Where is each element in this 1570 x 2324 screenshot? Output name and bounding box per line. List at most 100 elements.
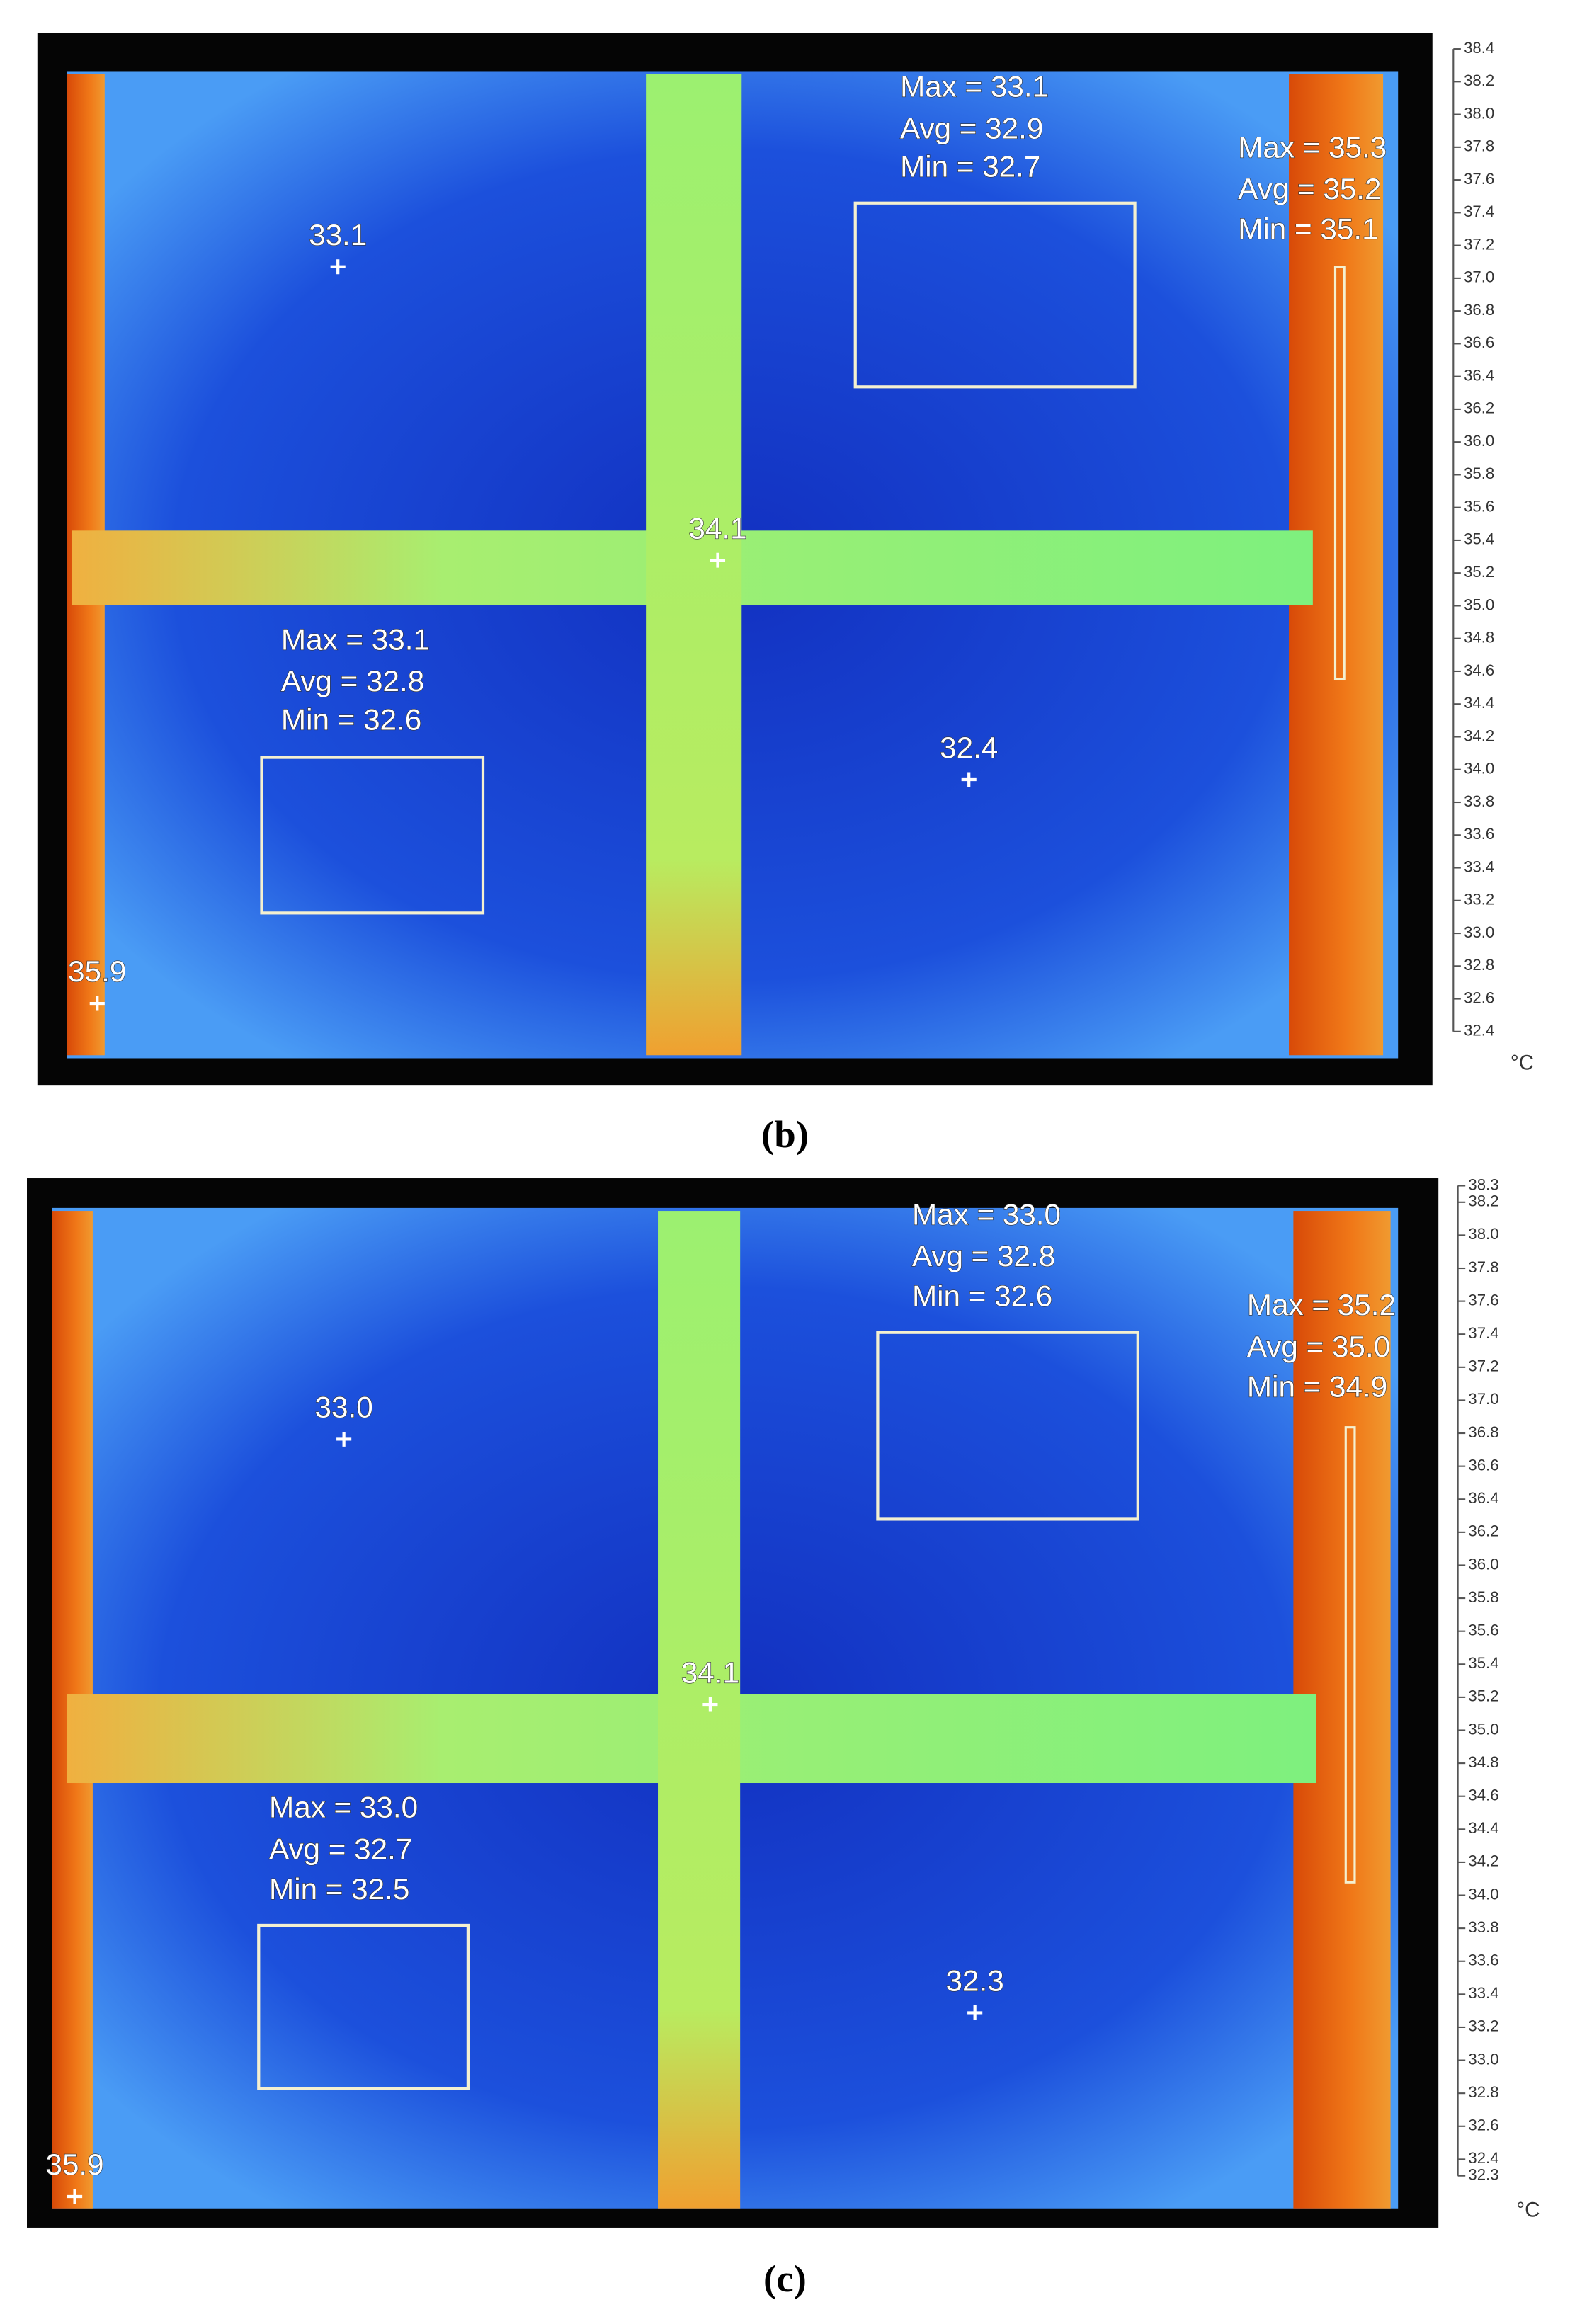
scale-label: 34.4	[1464, 694, 1494, 712]
box-avg: Avg = 32.9	[900, 111, 1043, 144]
scale-label: 33.2	[1468, 2017, 1498, 2035]
scale-label: 37.6	[1468, 1292, 1498, 1309]
box-min: Min = 32.6	[281, 703, 421, 736]
measure-box	[876, 1331, 1139, 1521]
scale-label: 33.8	[1464, 792, 1494, 810]
box-max: Max = 33.1	[281, 623, 430, 656]
scale-label: 36.2	[1468, 1522, 1498, 1540]
scale-label: 36.8	[1468, 1423, 1498, 1441]
spot-reading: 33.1	[309, 218, 367, 251]
box-min: Min = 32.6	[912, 1280, 1052, 1313]
scale-label: 38.0	[1468, 1225, 1498, 1243]
scale-label: 34.2	[1464, 727, 1494, 744]
scale-label: 36.0	[1468, 1555, 1498, 1573]
scale-label: 34.0	[1464, 760, 1494, 777]
spot-marker	[89, 996, 105, 1011]
scale-label: 36.4	[1468, 1489, 1498, 1507]
line-min: Min = 34.9	[1247, 1369, 1387, 1403]
line-min: Min = 35.1	[1238, 212, 1378, 246]
scale-label: 38.0	[1464, 104, 1494, 122]
scale-label: 35.2	[1464, 563, 1494, 581]
line-max: Max = 35.2	[1247, 1288, 1396, 1321]
scale-label: 33.6	[1468, 1952, 1498, 1969]
spot-marker	[336, 1431, 352, 1447]
scale-label: 33.4	[1464, 858, 1494, 875]
scale-unit: °C	[1511, 1052, 1534, 1075]
scale-label: 35.4	[1468, 1654, 1498, 1672]
box-avg: Avg = 32.8	[912, 1239, 1055, 1272]
scale-label: 33.2	[1464, 891, 1494, 908]
scale-label: 34.4	[1468, 1819, 1498, 1837]
spot-reading: 35.9	[45, 2148, 103, 2181]
measure-box	[853, 201, 1137, 389]
scale-label: 36.2	[1464, 399, 1494, 417]
scale-label: 32.3	[1468, 2166, 1498, 2184]
scale-label: 34.0	[1468, 1885, 1498, 1903]
scale-label: 35.8	[1464, 465, 1494, 482]
scale-label: 32.6	[1464, 989, 1494, 1006]
spot-marker	[67, 2189, 83, 2204]
box-avg: Avg = 32.8	[281, 664, 424, 697]
scale-label: 37.8	[1468, 1258, 1498, 1276]
window-mullion	[646, 74, 742, 1056]
scale-label: 35.6	[1464, 498, 1494, 516]
scale-label: 37.0	[1464, 268, 1494, 286]
scale-label: 37.6	[1464, 170, 1494, 188]
spot-reading: 34.1	[681, 1656, 739, 1689]
measure-line	[1333, 266, 1346, 680]
scale-label: 34.2	[1468, 1852, 1498, 1870]
scale-label: 34.6	[1464, 661, 1494, 679]
scale-label: 36.6	[1468, 1457, 1498, 1474]
scale-label: 34.8	[1468, 1753, 1498, 1771]
scale-label: 35.0	[1468, 1720, 1498, 1738]
scale-label: 35.8	[1468, 1588, 1498, 1606]
spot-reading: 34.1	[688, 512, 746, 545]
window-mullion	[658, 1211, 741, 2209]
scale-label: 37.4	[1468, 1324, 1498, 1342]
panel-caption: (c)	[763, 2257, 807, 2300]
scale-label: 37.0	[1468, 1390, 1498, 1408]
scale-label: 37.2	[1468, 1357, 1498, 1375]
box-avg: Avg = 32.7	[269, 1833, 412, 1866]
spot-marker	[961, 772, 977, 787]
spot-marker	[702, 1697, 718, 1712]
spot-marker	[710, 552, 726, 568]
scale-label: 37.8	[1464, 137, 1494, 155]
scale-label: 37.4	[1464, 203, 1494, 220]
scale-label: 38.4	[1464, 39, 1494, 57]
scale-label: 35.2	[1468, 1687, 1498, 1705]
spot-reading: 32.4	[940, 731, 998, 764]
scale-unit: °C	[1516, 2199, 1540, 2222]
scale-label: 37.2	[1464, 236, 1494, 254]
box-max: Max = 33.0	[912, 1198, 1061, 1231]
box-max: Max = 33.1	[900, 70, 1049, 103]
scale-label: 36.6	[1464, 334, 1494, 351]
scale-label: 36.8	[1464, 301, 1494, 319]
scale-label: 35.0	[1464, 596, 1494, 613]
line-avg: Avg = 35.0	[1247, 1330, 1390, 1363]
spot-reading: 33.0	[315, 1391, 373, 1424]
scale-label: 35.6	[1468, 1622, 1498, 1639]
scale-label: 36.0	[1464, 432, 1494, 450]
scale-label: 38.2	[1468, 1192, 1498, 1210]
scale-label: 32.8	[1464, 956, 1494, 974]
measure-line	[1344, 1426, 1356, 1884]
scale-label: 32.4	[1468, 2149, 1498, 2167]
scale-label: 36.4	[1464, 367, 1494, 385]
scale-label: 32.4	[1464, 1022, 1494, 1039]
scale-label: 32.8	[1468, 2083, 1498, 2101]
scale-label: 33.0	[1468, 2050, 1498, 2068]
measure-box	[260, 756, 485, 915]
scale-label: 34.8	[1464, 629, 1494, 646]
scale-label: 33.4	[1468, 1984, 1498, 2002]
line-avg: Avg = 35.2	[1238, 172, 1381, 205]
measure-box	[257, 1923, 470, 2090]
scale-label: 38.2	[1464, 72, 1494, 89]
scale-label: 35.4	[1464, 530, 1494, 548]
spot-reading: 32.3	[946, 1964, 1004, 1998]
scale-label: 33.6	[1464, 825, 1494, 843]
scale-label: 33.8	[1468, 1918, 1498, 1936]
spot-marker	[967, 2005, 983, 2020]
